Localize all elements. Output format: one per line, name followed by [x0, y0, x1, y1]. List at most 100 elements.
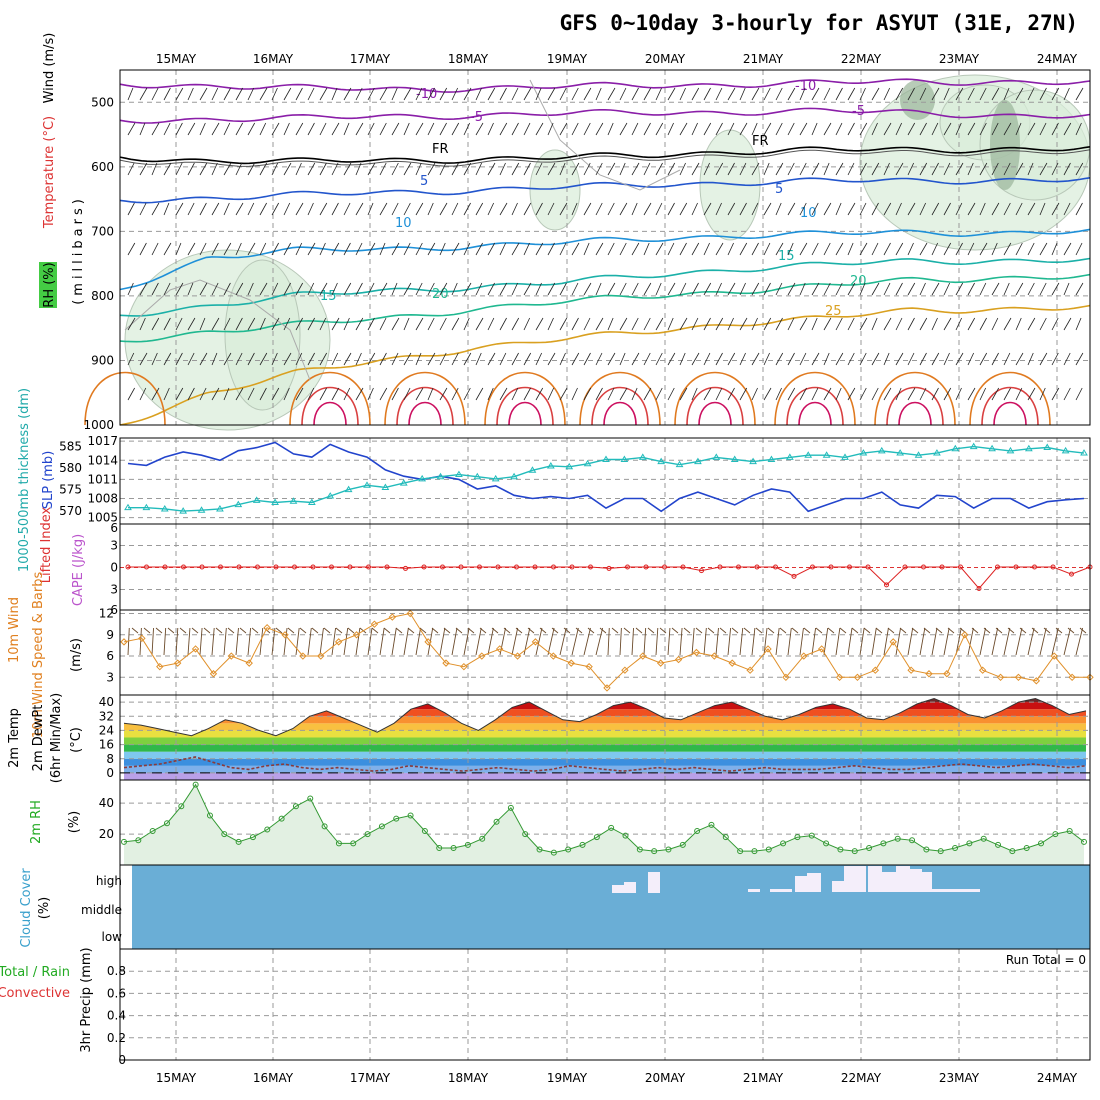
warm-contour [993, 401, 1027, 426]
wind-barb [331, 87, 338, 101]
wind-barb [127, 122, 136, 136]
wind-barb [127, 282, 134, 296]
wind-barb [1027, 87, 1035, 101]
wind-barb [187, 202, 195, 216]
wind-barb [1075, 87, 1084, 101]
y-tick: 3 [106, 670, 114, 684]
wind-barb [151, 242, 159, 256]
wind-barb [463, 242, 471, 256]
wind-barb [787, 122, 795, 136]
rh-point [479, 835, 486, 842]
wind-point [782, 673, 790, 681]
li-point [514, 564, 519, 570]
wind-barb [283, 162, 292, 176]
wind-ylabel: 10m Wind [7, 597, 22, 663]
wind-barb [835, 122, 843, 136]
wind-barb [823, 122, 832, 136]
rh-point [536, 846, 543, 853]
wind-barb [703, 162, 710, 176]
wind-barb [175, 317, 183, 331]
wind-barb [667, 162, 676, 176]
contour-label: 5 [420, 174, 428, 189]
wind-barb [211, 122, 220, 136]
wind-barb-10m [823, 627, 829, 656]
wind-barb [547, 202, 555, 216]
rh-point [421, 828, 428, 834]
wind-barb [559, 282, 567, 296]
contour-label: -5 [852, 104, 865, 119]
wind-barb [655, 317, 664, 331]
wind-barb [823, 242, 831, 256]
wind-barb [703, 202, 712, 216]
wind-barb [811, 202, 819, 216]
wind-barb [715, 202, 722, 216]
wind-point [925, 670, 933, 678]
date-label-bottom: 22MAY [841, 1071, 882, 1085]
wind-barb [451, 352, 459, 366]
wind-barb [1063, 282, 1070, 296]
wind-barb [619, 387, 628, 401]
wind-barb [679, 352, 686, 366]
wind-barb-flag [839, 627, 847, 634]
wind-barb [571, 122, 579, 136]
li-point [1032, 564, 1037, 570]
cloud-bar [910, 869, 922, 892]
wind-barb [691, 87, 700, 101]
wind-barb [343, 317, 350, 331]
li-point [754, 564, 760, 570]
wind-barb [967, 202, 976, 216]
wind-barb [163, 162, 172, 176]
wind-barb [979, 122, 987, 136]
li-point [1069, 571, 1074, 577]
wind-barb [319, 162, 327, 176]
rh-point [135, 837, 142, 844]
thickness-point [1080, 449, 1088, 456]
rh-point [722, 834, 729, 841]
wind-barb [847, 242, 854, 256]
wind-barb [439, 122, 447, 136]
wind-barb [127, 317, 136, 331]
y-tick: 40 [99, 695, 114, 709]
wind-barb [655, 87, 662, 101]
wind-barb [391, 317, 400, 331]
wind-barb [211, 87, 219, 101]
cloud-bar [922, 872, 932, 892]
wind-barb [235, 122, 243, 136]
wind-barb [355, 202, 364, 216]
wind-barb [595, 317, 604, 331]
wind-barb [655, 387, 663, 401]
thickness-point [546, 461, 555, 469]
wind-barb [247, 242, 256, 256]
wind-barb [451, 87, 459, 101]
rh-label: 2m RH [29, 800, 44, 844]
wind-barb [835, 352, 844, 366]
wind-barb [799, 202, 807, 216]
cloud-cover-panel: high middle low Cloud Cover (%) [19, 864, 1091, 950]
wind-barb [991, 387, 1000, 401]
wind-barb [259, 352, 268, 366]
wind-barb [403, 387, 411, 401]
wind-barb-10m [127, 627, 130, 656]
rh-point [851, 848, 858, 855]
wind-barb [931, 162, 939, 176]
thickness-point [914, 451, 923, 458]
wind-barb [763, 242, 771, 256]
date-label-top: 24MAY [1037, 52, 1078, 66]
wind-barb [571, 387, 578, 401]
wind-barb [763, 387, 772, 401]
cloud-units-label: (%) [37, 897, 52, 920]
wind-barb [211, 282, 219, 296]
wind-barb [583, 242, 590, 256]
rh-point [522, 831, 529, 838]
wind-barb [895, 242, 904, 256]
wind-barb [919, 162, 928, 176]
wind-barb-flag [431, 627, 439, 634]
wind-barb [235, 387, 244, 401]
wind-point [478, 652, 486, 660]
thickness-point [712, 453, 721, 460]
wind-barb [727, 122, 735, 136]
thickness-point [363, 481, 371, 488]
wind-barb [559, 162, 566, 176]
wind-barb-flag [551, 627, 559, 634]
wind-barb [307, 282, 315, 296]
